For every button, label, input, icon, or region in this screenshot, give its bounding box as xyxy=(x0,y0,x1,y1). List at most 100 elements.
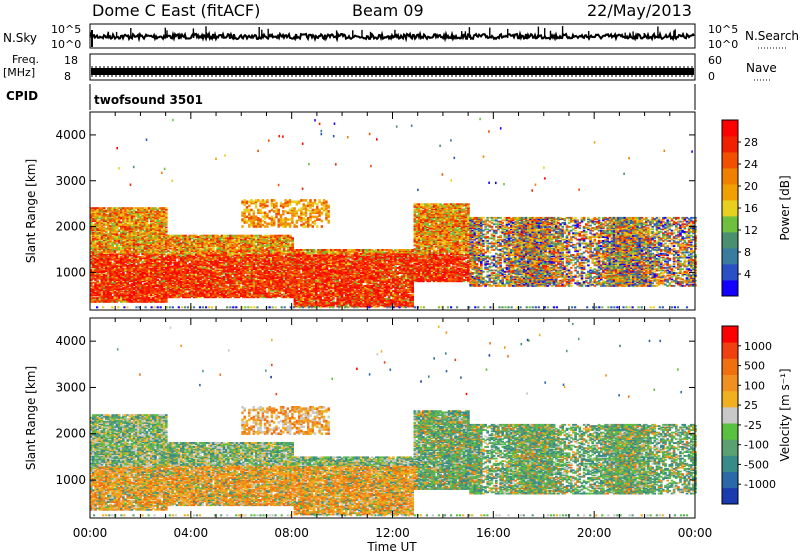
heatmap-cell xyxy=(137,291,140,294)
heatmap-cell xyxy=(115,262,119,265)
heatmap-cell xyxy=(212,278,215,281)
heatmap-cell xyxy=(227,265,230,268)
heatmap-cell xyxy=(162,243,166,246)
heatmap-cell xyxy=(117,263,121,266)
heatmap-cell xyxy=(109,272,112,275)
heatmap-cell xyxy=(222,296,226,299)
heatmap-cell xyxy=(184,270,187,273)
heatmap-cell xyxy=(102,262,106,265)
heatmap-cell xyxy=(128,213,132,216)
heatmap-cell xyxy=(115,281,119,284)
heatmap-cell xyxy=(135,277,138,280)
heatmap-cell xyxy=(156,218,159,221)
heatmap-cell xyxy=(128,293,132,296)
heatmap-cell xyxy=(107,238,110,240)
heatmap-cell xyxy=(137,221,140,224)
heatmap-cell xyxy=(210,243,213,246)
heatmap-cell xyxy=(175,254,179,256)
heatmap-cell xyxy=(130,257,134,260)
heatmap-cell xyxy=(141,248,144,251)
heatmap-cell xyxy=(90,250,93,253)
heatmap-cell xyxy=(100,261,104,263)
heatmap-cell xyxy=(197,293,200,296)
heatmap-cell xyxy=(128,288,132,290)
heatmap-cell xyxy=(132,266,136,269)
heatmap-cell xyxy=(152,235,155,238)
heatmap-cell xyxy=(137,245,140,248)
heatmap-cell xyxy=(156,249,159,252)
heatmap-cell xyxy=(109,222,112,225)
heatmap-cell xyxy=(111,222,114,225)
heatmap-cell xyxy=(158,213,162,216)
heatmap-cell xyxy=(102,294,106,297)
heatmap-cell xyxy=(227,268,230,270)
heatmap-cell xyxy=(162,270,166,272)
heatmap-cell xyxy=(205,278,209,281)
heatmap-cell xyxy=(128,262,132,265)
heatmap-cell xyxy=(150,274,153,276)
heatmap-cell xyxy=(145,214,149,217)
heatmap-cell xyxy=(165,213,168,216)
heatmap-cell xyxy=(94,281,97,284)
heatmap-cell xyxy=(188,263,192,265)
heatmap-cell xyxy=(126,272,129,275)
heatmap-cell xyxy=(126,267,129,270)
heatmap-cell xyxy=(132,220,136,222)
heatmap-cell xyxy=(156,284,159,287)
heatmap-cell xyxy=(117,286,121,289)
heatmap-cell xyxy=(182,248,185,251)
heatmap-cell xyxy=(156,272,159,275)
heatmap-cell xyxy=(100,229,104,231)
heatmap-cell xyxy=(141,262,144,265)
heatmap-cell xyxy=(117,217,121,220)
heatmap-cell xyxy=(113,257,117,260)
heatmap-cell xyxy=(96,291,99,294)
heatmap-cell xyxy=(220,254,224,256)
heatmap-cell xyxy=(207,283,211,286)
heatmap-cell xyxy=(152,225,155,228)
heatmap-cell xyxy=(169,234,172,237)
heatmap-cell xyxy=(96,284,99,287)
heatmap-cell xyxy=(124,235,127,238)
heatmap-cell xyxy=(143,277,147,280)
heatmap-cell xyxy=(117,209,121,212)
heatmap-cell xyxy=(147,216,151,219)
heatmap-cell xyxy=(152,283,155,285)
heatmap-cell xyxy=(122,218,125,221)
heatmap-cell xyxy=(102,212,106,215)
heatmap-cell xyxy=(199,266,202,269)
heatmap-cell xyxy=(126,253,129,256)
heatmap-cell xyxy=(92,289,95,292)
heatmap-cell xyxy=(201,246,204,249)
heatmap-cell xyxy=(175,270,179,273)
heatmap-cell xyxy=(225,292,228,295)
heatmap-cell xyxy=(111,283,114,285)
heatmap-cell xyxy=(90,294,93,297)
heatmap-cell xyxy=(173,274,177,277)
heatmap-cell xyxy=(130,211,134,213)
heatmap-cell xyxy=(177,248,181,251)
heatmap-cell xyxy=(92,244,95,247)
heatmap-cell xyxy=(156,275,159,278)
heatmap-cell xyxy=(130,239,134,242)
heatmap-cell xyxy=(156,285,159,288)
heatmap-cell xyxy=(130,225,134,228)
heatmap-cell xyxy=(158,297,162,299)
heatmap-cell xyxy=(126,257,129,260)
heatmap-cell xyxy=(145,216,149,219)
heatmap-cell xyxy=(165,218,168,221)
heatmap-cell xyxy=(107,208,110,211)
heatmap-cell xyxy=(145,247,149,249)
heatmap-cell xyxy=(143,221,147,224)
heatmap-cell xyxy=(212,269,215,272)
heatmap-cell xyxy=(141,271,144,274)
heatmap-cell xyxy=(225,237,228,240)
heatmap-cell xyxy=(132,241,136,244)
heatmap-cell xyxy=(195,275,198,278)
heatmap-cell xyxy=(100,225,104,228)
heatmap-cell xyxy=(139,238,142,240)
heatmap-cell xyxy=(195,236,198,238)
heatmap-cell xyxy=(188,282,192,285)
heatmap-cell xyxy=(220,263,224,265)
heatmap-cell xyxy=(92,300,95,303)
